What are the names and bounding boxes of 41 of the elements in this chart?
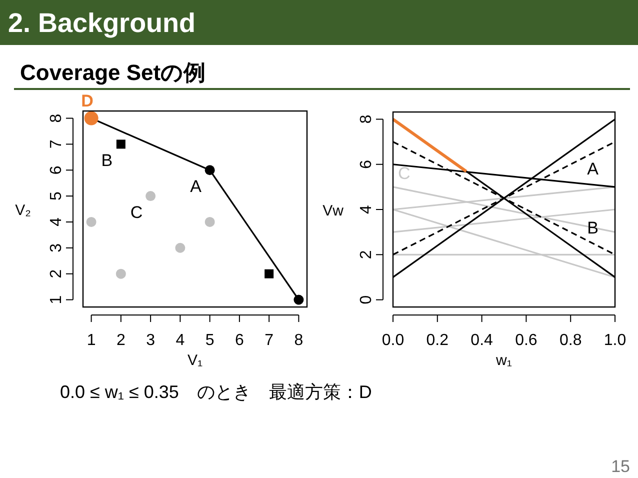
annotation: C xyxy=(130,203,143,222)
y-tick-label: 2 xyxy=(48,269,65,278)
x-axis-title: w₁ xyxy=(495,352,512,369)
y-tick-label: 2 xyxy=(358,250,375,260)
x-tick-label: 0.4 xyxy=(470,332,494,349)
x-tick-label: 3 xyxy=(146,332,156,349)
x-tick-label: 0.8 xyxy=(559,332,582,349)
y-tick-label: 7 xyxy=(48,140,65,149)
y-tick-label: 8 xyxy=(48,114,65,123)
y-tick-label: 6 xyxy=(358,160,375,169)
y-tick-label: 3 xyxy=(48,243,65,252)
x-tick-label: 0.6 xyxy=(515,332,538,349)
text: 0.0 ≤ w₁ ≤ 0.35 のとき 最適方策：D xyxy=(60,382,372,402)
chart-subtitle: Coverage Setの例 xyxy=(20,60,206,85)
x-tick-label: 0.0 xyxy=(382,332,404,349)
y-axis-title: V₂ xyxy=(15,202,32,219)
y-tick-label: 8 xyxy=(358,114,375,124)
x-axis-title: V₁ xyxy=(187,352,203,369)
annotation: A xyxy=(190,177,202,196)
x-tick-label: 0.2 xyxy=(426,332,449,349)
x-tick-label: 1 xyxy=(86,332,96,349)
y-tick-label: 4 xyxy=(48,217,65,226)
x-tick-label: 2 xyxy=(116,332,126,349)
x-tick-label: 1.0 xyxy=(604,332,626,349)
y-tick-label: 5 xyxy=(48,191,65,200)
y-tick-label: 4 xyxy=(358,204,375,214)
x-tick-label: 5 xyxy=(205,332,214,349)
y-axis-title: Vw xyxy=(322,202,344,220)
y-tick-label: 1 xyxy=(48,295,65,304)
chart-title: 2. Background xyxy=(8,8,196,38)
y-tick-label: 0 xyxy=(358,295,375,304)
x-tick-label: 6 xyxy=(234,332,244,349)
x-tick-label: 4 xyxy=(176,332,185,349)
x-tick-label: 7 xyxy=(264,332,274,349)
annotation: A xyxy=(587,160,600,179)
annotation: B xyxy=(587,218,598,238)
text: 15 xyxy=(611,457,630,476)
x-tick-label: 8 xyxy=(294,332,304,349)
annotation: D xyxy=(81,91,94,110)
y-tick-label: 6 xyxy=(48,166,65,175)
annotation: B xyxy=(101,151,113,170)
